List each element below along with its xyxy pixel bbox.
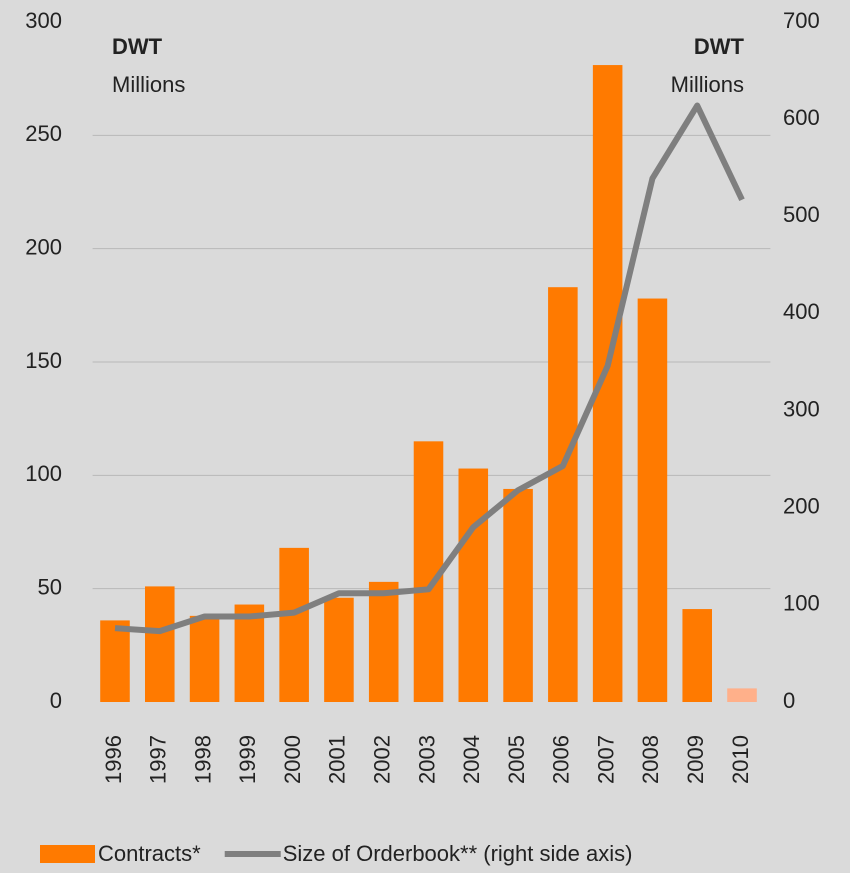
bar xyxy=(100,620,130,702)
right-unit: DWT xyxy=(694,34,745,59)
y-tick-label: 0 xyxy=(50,688,62,713)
x-tick-label: 2008 xyxy=(638,735,663,784)
y-tick-label: 100 xyxy=(25,461,62,486)
y-tick-label: 200 xyxy=(25,234,62,259)
x-tick-label: 1999 xyxy=(235,735,260,784)
bar xyxy=(145,586,175,702)
y2-tick-label: 400 xyxy=(783,299,820,324)
x-tick-label: 2006 xyxy=(549,735,574,784)
legend-label: Size of Orderbook** (right side axis) xyxy=(283,841,633,866)
y2-tick-label: 100 xyxy=(783,591,820,616)
bar xyxy=(637,298,668,702)
y2-tick-label: 700 xyxy=(783,8,820,33)
bar xyxy=(324,597,354,702)
x-tick-label: 2002 xyxy=(370,735,395,784)
y-tick-label: 250 xyxy=(25,121,62,146)
x-tick-label: 2009 xyxy=(683,735,708,784)
y2-tick-label: 300 xyxy=(783,396,820,421)
y2-tick-label: 200 xyxy=(783,494,820,519)
y2-tick-label: 500 xyxy=(783,202,820,227)
bar xyxy=(234,604,265,702)
x-tick-label: 2004 xyxy=(459,735,484,784)
bar xyxy=(368,581,399,702)
x-tick-label: 2001 xyxy=(325,735,350,784)
y2-tick-label: 600 xyxy=(783,105,820,130)
bar xyxy=(727,688,757,702)
x-tick-label: 2000 xyxy=(280,735,305,784)
y-tick-label: 300 xyxy=(25,8,62,33)
left-unit: DWT xyxy=(112,34,163,59)
bar xyxy=(682,609,712,702)
bar xyxy=(503,488,533,702)
x-tick-label: 1998 xyxy=(190,735,215,784)
x-tick-label: 1997 xyxy=(146,735,171,784)
x-tick-label: 1996 xyxy=(101,735,126,784)
line xyxy=(114,102,745,635)
x-tick-label: 2010 xyxy=(728,735,753,784)
x-tick-label: 2007 xyxy=(593,735,618,784)
right-scale: Millions xyxy=(671,72,744,97)
bar xyxy=(279,547,309,702)
bar xyxy=(189,615,220,702)
y-tick-label: 50 xyxy=(38,574,62,599)
bar xyxy=(548,287,578,702)
y2-tick-label: 0 xyxy=(783,688,795,713)
left-scale: Millions xyxy=(112,72,185,97)
legend-swatch xyxy=(40,845,95,863)
x-tick-label: 2005 xyxy=(504,735,529,784)
x-tick-label: 2003 xyxy=(414,735,439,784)
legend-label: Contracts* xyxy=(98,841,201,866)
bar xyxy=(458,468,489,702)
y-tick-label: 150 xyxy=(25,348,62,373)
